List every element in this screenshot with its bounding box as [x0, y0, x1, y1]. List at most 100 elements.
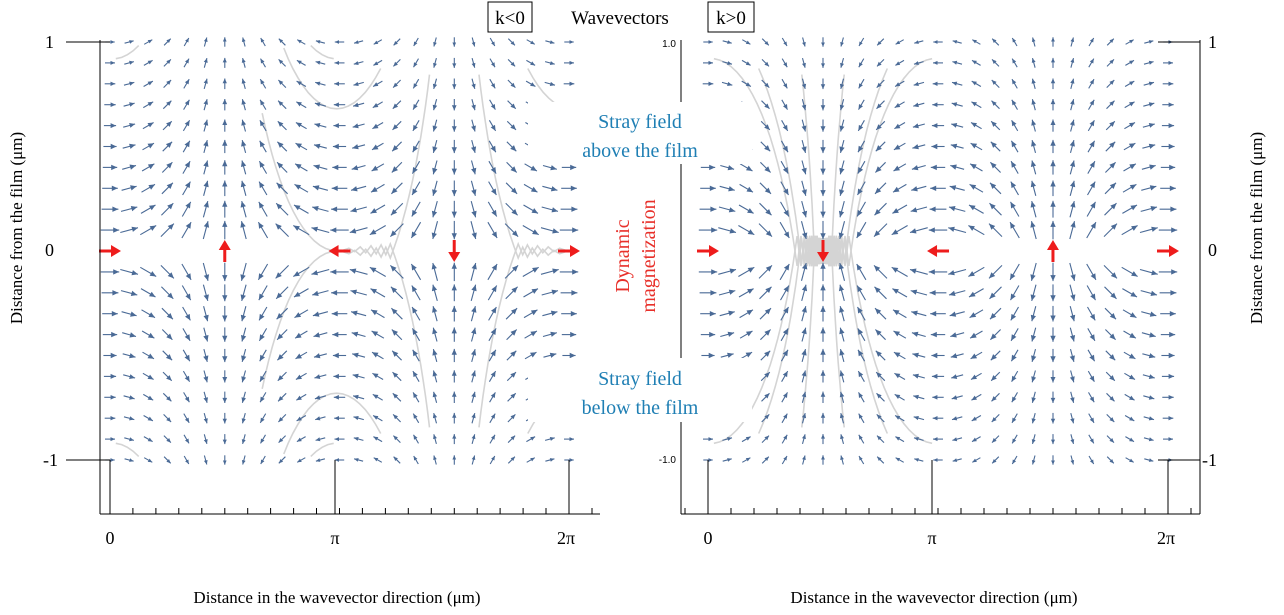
field-arrow [874, 286, 887, 300]
field-arrow [140, 266, 157, 277]
field-arrow [1031, 348, 1037, 363]
field-arrow [876, 392, 885, 402]
field-arrow [183, 58, 190, 68]
field-arrow [1106, 414, 1115, 423]
field-arrow [331, 311, 348, 317]
field-arrow [120, 268, 139, 276]
field-arrow [968, 288, 984, 298]
field-arrow [1142, 143, 1156, 149]
field-arrow [990, 371, 1001, 382]
field-arrow [990, 161, 1001, 173]
field-arrow [840, 37, 844, 47]
field-arrow [909, 268, 928, 275]
field-arrow [989, 307, 1002, 320]
field-arrow [801, 180, 807, 196]
field-arrow [910, 289, 928, 296]
field-arrow [105, 437, 115, 442]
field-arrow [1140, 290, 1158, 296]
field-arrow [431, 221, 439, 240]
field-arrow [560, 290, 578, 296]
field-arrow [820, 348, 826, 363]
field-arrow [100, 269, 120, 275]
field-arrow [873, 265, 888, 279]
field-arrow [432, 139, 438, 154]
field-arrow [331, 290, 348, 296]
field-arrow [140, 225, 157, 236]
field-arrow [540, 227, 559, 234]
field-arrow [893, 351, 906, 360]
field-arrow [222, 305, 228, 322]
field-arrow [1142, 353, 1156, 359]
field-arrow [102, 185, 118, 191]
field-arrow [315, 60, 326, 65]
field-arrow [858, 78, 865, 89]
streamline [827, 235, 933, 445]
field-arrow [142, 142, 155, 151]
field-arrow [182, 181, 191, 196]
field-arrow [820, 412, 826, 424]
field-arrow [351, 331, 366, 338]
field-arrow [545, 40, 555, 44]
field-arrow [820, 119, 826, 132]
field-arrow [1050, 262, 1056, 282]
field-arrow [294, 330, 308, 339]
field-arrow [371, 142, 384, 151]
field-arrow [451, 220, 457, 240]
field-arrow [1011, 434, 1018, 444]
field-arrow [857, 306, 866, 321]
field-arrow [203, 78, 208, 90]
field-arrow [161, 307, 174, 320]
streamline [478, 241, 572, 428]
field-arrow [1070, 391, 1075, 403]
stray-above-line1: Stray field [598, 111, 682, 133]
field-arrow [241, 434, 246, 445]
field-arrow [1069, 180, 1076, 196]
field-arrow [182, 160, 191, 174]
field-arrow [719, 310, 735, 317]
field-arrow [433, 57, 437, 68]
field-arrow [222, 455, 227, 465]
field-arrow [162, 371, 173, 382]
field-arrow [369, 225, 386, 236]
field-arrow [258, 306, 268, 321]
field-arrow [143, 415, 154, 422]
right-xtick-label-0: 0 [704, 528, 713, 548]
field-arrow [334, 416, 345, 421]
field-arrow [703, 60, 713, 65]
right-xtick-label-2pi: 2π [1157, 528, 1175, 548]
magnetization-arrow-0 [99, 245, 121, 257]
field-arrow [1160, 311, 1176, 317]
field-arrow [857, 140, 866, 153]
field-arrow [1069, 119, 1075, 132]
field-arrow [839, 327, 845, 342]
field-arrow [161, 329, 173, 341]
field-arrow [932, 102, 944, 107]
field-arrow [1141, 311, 1157, 317]
field-arrow [203, 348, 209, 363]
field-arrow [203, 327, 209, 342]
field-arrow [104, 81, 116, 86]
field-arrow [350, 185, 367, 192]
field-arrow [892, 309, 907, 319]
field-arrow [315, 40, 326, 44]
field-arrow [258, 181, 268, 196]
field-arrow [331, 185, 348, 191]
streamline [310, 45, 334, 60]
field-arrow [259, 99, 267, 110]
field-arrow [349, 268, 368, 275]
field-arrow [930, 164, 946, 171]
field-arrow [488, 328, 497, 342]
field-arrow [314, 102, 327, 107]
field-arrow [562, 352, 576, 359]
field-arrow [761, 392, 770, 402]
field-arrow [413, 434, 419, 444]
field-arrow [1031, 391, 1036, 403]
field-arrow [183, 455, 190, 465]
field-arrow [801, 57, 806, 68]
field-arrow [838, 221, 846, 240]
field-arrow [203, 99, 208, 111]
field-arrow [161, 182, 174, 195]
field-arrow [413, 455, 419, 465]
field-arrow [411, 306, 421, 321]
